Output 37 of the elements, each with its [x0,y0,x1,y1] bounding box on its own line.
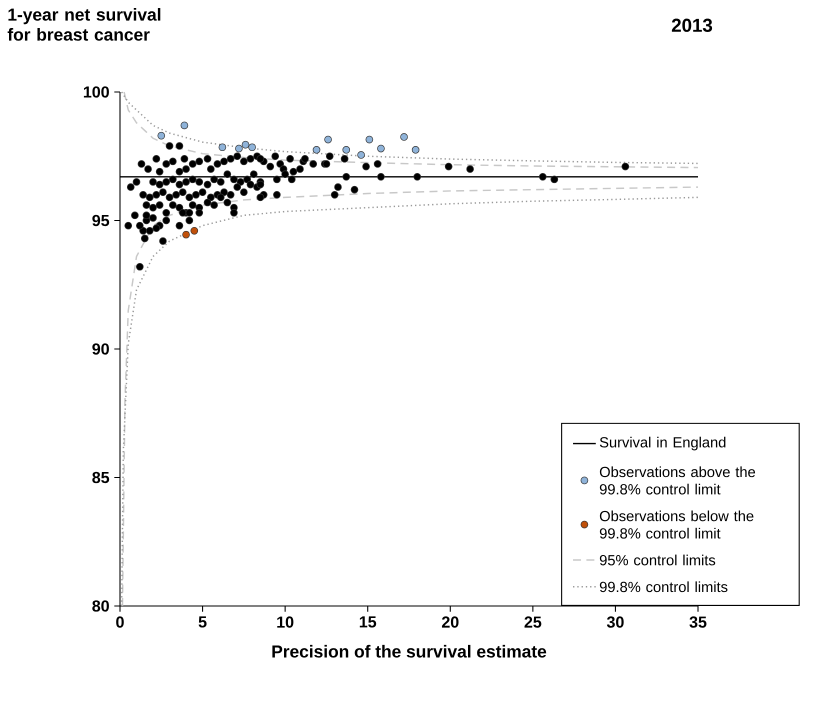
point [242,140,250,148]
point [190,226,198,235]
point [400,133,408,141]
x-tick-label: 35 [689,616,706,628]
legend-label: Observations above the 99.8% control limit [600,466,756,494]
y-tick-label: 90 [92,343,109,355]
point [218,143,226,152]
x-tick-label: 0 [116,616,124,628]
x-axis-title: Precision of the survival estimate [272,644,546,658]
point [180,122,188,130]
y-tick-label: 85 [92,472,110,484]
y-tick-label: 80 [92,600,109,612]
point [248,143,256,152]
x-tick-label: 10 [277,616,294,628]
point [324,136,332,144]
y-axis-title: 1-year net survival for breast cancer [8,8,160,41]
point [342,146,350,154]
legend-label: 95% control limits [600,554,716,566]
point [235,144,243,152]
chart-title: 2013 [672,18,712,32]
legend-label: Survival in England [600,436,726,450]
point [312,146,320,154]
x-tick-label: 5 [198,616,207,628]
x-tick-label: 20 [442,616,459,628]
legend-label: Observations below the 99.8% control limit [600,510,754,539]
y-tick-label: 95 [92,214,110,226]
point [377,144,385,152]
y-tick-label: 100 [84,86,109,98]
x-tick-label: 30 [606,616,624,628]
point [157,132,166,140]
x-tick-label: 25 [524,616,542,628]
point [182,230,190,238]
legend-label: 99.8% control limits [600,581,728,592]
point [366,136,374,144]
x-tick-label: 15 [360,616,376,628]
point [412,146,420,154]
point [357,151,365,159]
